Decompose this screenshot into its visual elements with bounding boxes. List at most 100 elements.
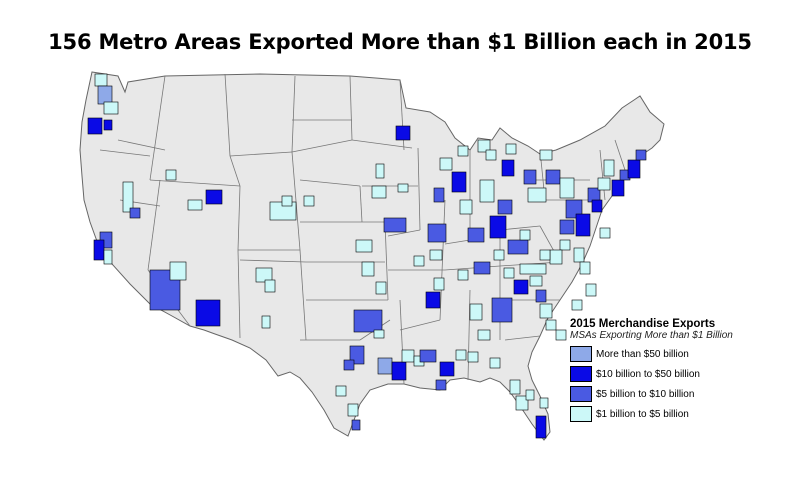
- state-border: [224, 73, 231, 157]
- metro-area: [585, 283, 597, 297]
- state-border: [291, 151, 301, 251]
- metro-area: [599, 227, 611, 239]
- metro-area: [349, 345, 365, 365]
- metro-area: [527, 187, 547, 203]
- legend-item-5b-10b: $5 billion to $10 billion: [570, 384, 740, 404]
- state-border: [229, 155, 241, 187]
- metro-area: [571, 299, 583, 311]
- metro-area: [435, 379, 447, 391]
- metro-area: [489, 215, 507, 239]
- metro-area: [529, 275, 543, 287]
- metro-area: [103, 101, 119, 115]
- metro-area: [377, 357, 393, 375]
- metro-area: [573, 247, 585, 263]
- metro-area: [539, 303, 553, 319]
- state-border: [467, 289, 471, 381]
- metro-area: [513, 279, 529, 295]
- state-border: [417, 147, 421, 231]
- metro-area: [477, 139, 491, 153]
- state-border: [237, 249, 241, 339]
- metro-area: [375, 163, 385, 179]
- metro-area: [281, 195, 293, 207]
- metro-area: [395, 125, 411, 141]
- metro-area: [611, 179, 625, 197]
- metro-area: [371, 185, 387, 199]
- metro-area: [515, 395, 529, 411]
- us-landmass: [79, 71, 665, 441]
- metro-area: [467, 351, 479, 363]
- map-title: 156 Metro Areas Exported More than $1 Bi…: [48, 30, 752, 54]
- metro-area: [603, 159, 615, 177]
- metro-area: [425, 291, 441, 309]
- metro-area: [497, 199, 513, 215]
- metro-area: [439, 157, 453, 171]
- metro-area: [261, 315, 271, 329]
- metro-area: [97, 85, 113, 105]
- metro-area: [469, 303, 483, 321]
- state-border: [439, 199, 446, 321]
- state-border: [239, 259, 307, 263]
- state-border: [359, 185, 363, 223]
- state-border: [504, 335, 541, 341]
- legend-label: More than $50 billion: [596, 348, 689, 360]
- metro-area: [373, 329, 385, 339]
- metro-area: [559, 239, 571, 251]
- metro-area: [433, 277, 445, 291]
- legend-swatch: [570, 406, 592, 422]
- metro-area: [429, 249, 443, 261]
- metro-area: [129, 207, 141, 219]
- legend-subtitle: MSAs Exporting More than $1 Billion: [570, 330, 733, 341]
- legend-label: $5 billion to $10 billion: [596, 388, 695, 400]
- metro-area: [383, 217, 407, 233]
- state-border: [444, 265, 501, 271]
- metro-area: [491, 297, 513, 323]
- metro-area: [467, 227, 485, 243]
- metro-area: [439, 361, 455, 377]
- metro-area: [427, 223, 447, 243]
- metro-area: [361, 261, 375, 277]
- legend-title: 2015 Merchandise Exports: [570, 318, 716, 330]
- metro-area: [264, 279, 276, 293]
- legend-label: $1 billion to $5 billion: [596, 408, 689, 420]
- metro-area: [397, 183, 409, 193]
- metro-area: [122, 181, 134, 213]
- state-border: [149, 75, 166, 181]
- metro-area: [479, 179, 495, 203]
- metro-area: [103, 249, 113, 265]
- metro-area: [519, 229, 531, 241]
- metro-area: [205, 189, 223, 205]
- state-border: [229, 151, 293, 157]
- state-border: [147, 179, 161, 271]
- metro-area: [539, 249, 551, 261]
- metro-area: [419, 349, 437, 363]
- metro-area: [391, 361, 407, 381]
- legend-item-over-50b: More than $50 billion: [570, 344, 740, 364]
- metro-area: [597, 177, 611, 191]
- metro-area: [433, 187, 445, 203]
- state-border: [117, 139, 166, 151]
- metro-area: [353, 309, 383, 333]
- metro-area: [477, 329, 491, 341]
- metro-area: [335, 385, 347, 397]
- metro-area: [169, 261, 187, 281]
- metro-area: [503, 267, 515, 279]
- legend-item-1b-5b: $1 billion to $5 billion: [570, 404, 740, 424]
- metro-area: [505, 143, 517, 155]
- metro-area: [94, 73, 108, 87]
- metro-area: [555, 329, 567, 341]
- legend-label: $10 billion to $50 billion: [596, 368, 700, 380]
- metro-area: [523, 169, 537, 185]
- metro-area: [457, 145, 469, 157]
- metro-area: [559, 219, 575, 235]
- metro-area: [459, 199, 473, 215]
- metro-area: [347, 403, 359, 417]
- state-border: [351, 139, 413, 149]
- metro-area: [545, 319, 557, 331]
- state-border: [291, 75, 296, 153]
- metro-area: [501, 159, 515, 177]
- metro-area: [255, 267, 273, 283]
- metro-area: [535, 415, 547, 439]
- metro-area: [539, 149, 553, 161]
- metro-area: [539, 397, 549, 409]
